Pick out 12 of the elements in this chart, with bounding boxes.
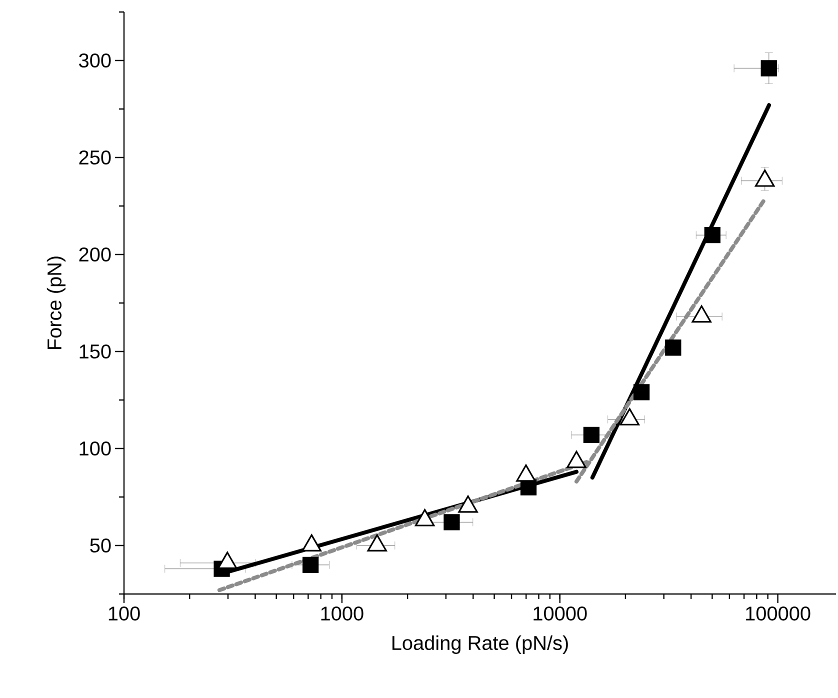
y-tick-label: 150 xyxy=(80,344,111,359)
y-tick-label: 100 xyxy=(80,441,111,456)
y-tick-label: 250 xyxy=(79,150,111,165)
x-tick-label: 1000 xyxy=(321,606,364,621)
y-axis-title: Force (pN) xyxy=(46,256,66,349)
x-tick-label: 100000 xyxy=(746,606,810,621)
x-tick-label: 10000 xyxy=(534,606,587,621)
y-tick-label: 200 xyxy=(79,247,111,262)
y-tick-label: 50 xyxy=(90,538,111,553)
y-tick-label: 300 xyxy=(79,53,111,68)
x-axis-title: Loading Rate (pN/s) xyxy=(392,635,568,654)
x-tick-label: 100 xyxy=(108,606,140,621)
